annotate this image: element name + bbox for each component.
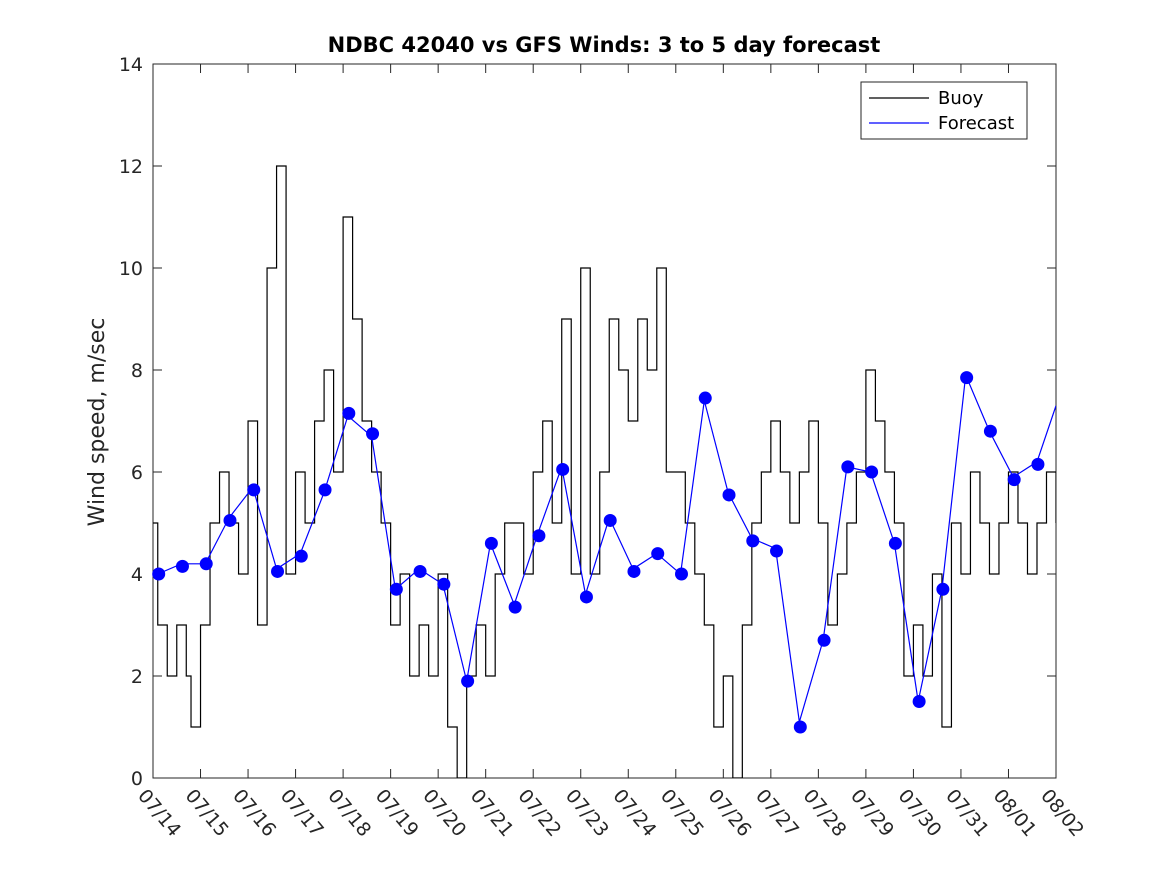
- forecast-marker: [746, 534, 760, 548]
- forecast-marker: [936, 582, 950, 596]
- forecast-marker: [579, 590, 593, 604]
- forecast-marker: [865, 465, 879, 479]
- forecast-marker: [484, 536, 498, 550]
- forecast-marker: [532, 529, 546, 543]
- forecast-marker: [651, 547, 665, 561]
- forecast-marker: [1007, 473, 1021, 487]
- forecast-marker: [437, 577, 451, 591]
- forecast-marker: [722, 488, 736, 502]
- forecast-marker: [389, 582, 403, 596]
- legend-label: Buoy: [938, 88, 984, 109]
- forecast-marker: [318, 483, 332, 497]
- y-tick-label: 14: [119, 54, 143, 76]
- plot-area: 0246810121407/1407/1507/1607/1707/1807/1…: [119, 54, 1088, 841]
- y-tick-label: 0: [131, 768, 143, 790]
- forecast-marker: [342, 406, 356, 420]
- y-tick-label: 2: [131, 666, 143, 688]
- forecast-marker: [366, 427, 380, 441]
- forecast-marker: [199, 557, 213, 571]
- forecast-marker: [175, 559, 189, 573]
- forecast-marker: [793, 720, 807, 734]
- forecast-marker: [223, 513, 237, 527]
- forecast-marker: [912, 695, 926, 708]
- y-axis-label: Wind speed, m/sec: [85, 318, 110, 527]
- forecast-marker: [841, 460, 855, 474]
- forecast-marker: [627, 564, 641, 578]
- y-tick-label: 12: [119, 156, 143, 178]
- forecast-marker: [603, 513, 617, 527]
- forecast-marker: [152, 567, 166, 581]
- forecast-marker: [983, 424, 997, 438]
- forecast-marker: [247, 483, 261, 497]
- forecast-marker: [698, 391, 712, 405]
- y-tick-label: 10: [119, 258, 143, 280]
- plot-frame: [152, 63, 1057, 779]
- forecast-marker: [271, 564, 285, 578]
- forecast-marker: [770, 544, 784, 558]
- forecast-marker: [556, 462, 570, 476]
- forecast-marker: [413, 564, 427, 578]
- chart-title: NDBC 42040 vs GFS Winds: 3 to 5 day fore…: [328, 33, 881, 57]
- forecast-marker: [960, 371, 974, 385]
- forecast-marker: [508, 600, 522, 614]
- series-buoy-line: [153, 165, 1056, 778]
- forecast-marker: [1031, 457, 1045, 471]
- legend-box: [860, 81, 1028, 140]
- legend-label: Forecast: [938, 113, 1014, 134]
- forecast-marker: [817, 633, 831, 647]
- y-tick-label: 8: [131, 360, 143, 382]
- forecast-marker: [461, 674, 475, 688]
- forecast-marker: [888, 536, 902, 550]
- y-tick-label: 6: [131, 462, 143, 484]
- legend: Buoy Forecast: [860, 81, 1028, 140]
- y-tick-label: 4: [131, 564, 143, 586]
- forecast-marker: [294, 549, 308, 563]
- forecast-marker: [674, 567, 688, 581]
